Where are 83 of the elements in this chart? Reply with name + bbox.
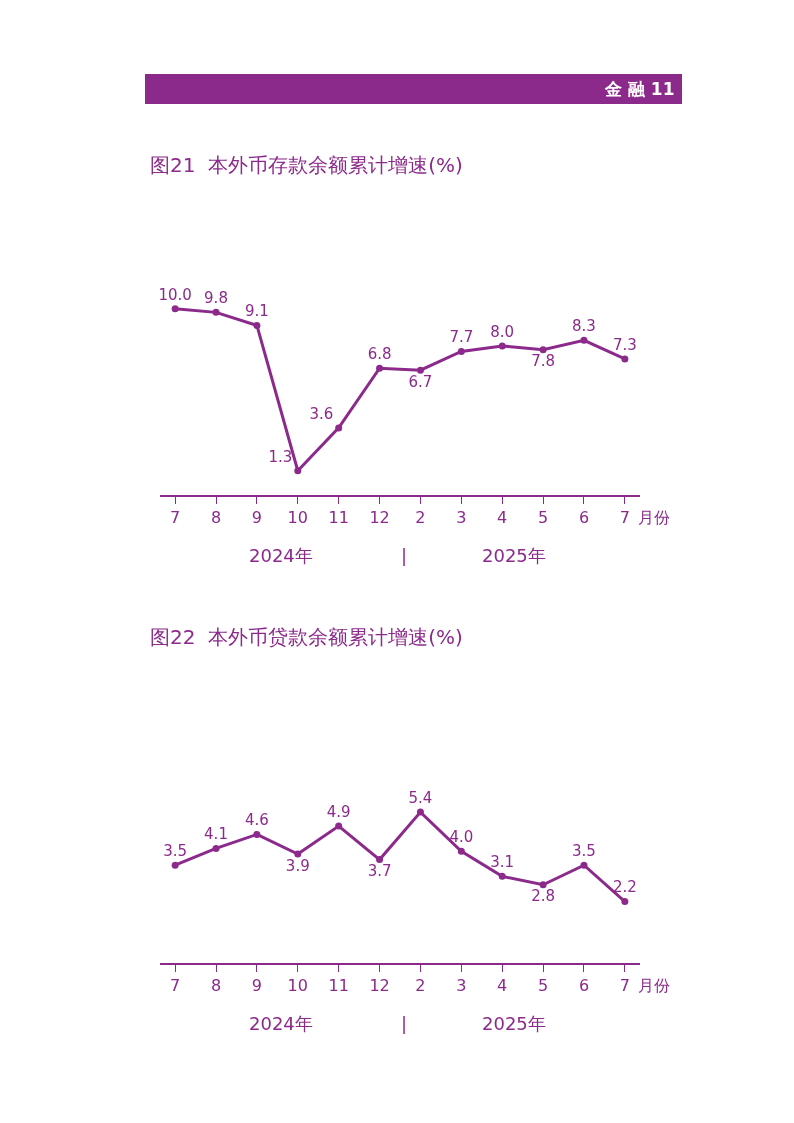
point xyxy=(376,856,384,864)
point xyxy=(253,321,261,329)
data-label: 2.2 xyxy=(612,878,637,897)
x-tick-label: 9 xyxy=(251,975,262,995)
data-label: 3.5 xyxy=(572,842,596,861)
x-tick-label: 3 xyxy=(456,975,467,995)
x-tick-label: 7 xyxy=(619,975,630,995)
point xyxy=(171,305,179,313)
data-label: 4.6 xyxy=(244,811,269,830)
text: 2024年 xyxy=(249,1013,313,1034)
text: | xyxy=(401,1013,408,1034)
point xyxy=(580,861,588,869)
x-axis-title: 月份 xyxy=(638,508,670,527)
point xyxy=(253,830,261,838)
data-label: 3.7 xyxy=(367,862,392,881)
data-label: 7.7 xyxy=(449,328,474,347)
data-label: 7.3 xyxy=(612,335,637,354)
data-label: 3.1 xyxy=(490,853,515,872)
text: | xyxy=(401,545,408,566)
x-tick-label: 5 xyxy=(538,507,549,527)
x-tick-label: 3 xyxy=(456,507,467,527)
x-tick-label: 5 xyxy=(538,975,549,995)
point xyxy=(621,355,629,363)
x-tick-label: 10 xyxy=(287,975,308,995)
point xyxy=(335,424,343,432)
x-tick-label: 10 xyxy=(287,507,308,527)
point xyxy=(498,342,506,350)
point xyxy=(212,844,220,852)
data-label: 5.4 xyxy=(408,788,433,807)
x-tick-label: 11 xyxy=(328,975,349,995)
point xyxy=(498,872,506,880)
data-label: 6.7 xyxy=(408,372,433,391)
x-tick-label: 8 xyxy=(210,975,222,995)
point xyxy=(457,847,465,855)
point xyxy=(621,898,629,906)
point xyxy=(416,366,424,374)
data-label: 3.9 xyxy=(285,856,310,875)
point xyxy=(212,308,220,316)
point xyxy=(539,346,547,354)
x-tick-label: 6 xyxy=(578,975,590,995)
data-label: 3.5 xyxy=(163,842,188,861)
x-axis-title: 月份 xyxy=(638,976,670,995)
x-tick-label: 6 xyxy=(578,507,590,527)
x-tick-label: 7 xyxy=(619,507,630,527)
point xyxy=(294,850,302,858)
data-label: 3.6 xyxy=(309,404,334,423)
data-label: 6.8 xyxy=(367,345,392,364)
data-label: 4.9 xyxy=(326,802,351,821)
chart-title: 图22 本外币贷款余额累计增速(%) xyxy=(150,625,463,649)
text: 2025年 xyxy=(482,545,546,566)
point xyxy=(294,467,302,475)
text: 2024年 xyxy=(249,545,313,566)
x-tick-label: 12 xyxy=(369,507,390,527)
data-label: 1.3 xyxy=(268,447,293,466)
point xyxy=(335,822,343,830)
point xyxy=(376,364,384,372)
chart-title: 图21 本外币存款余额累计增速(%) xyxy=(150,153,463,177)
point xyxy=(416,808,424,816)
x-tick-label: 9 xyxy=(251,507,262,527)
x-tick-label: 2 xyxy=(415,507,426,527)
data-label: 7.8 xyxy=(531,352,556,371)
x-tick-label: 8 xyxy=(210,507,222,527)
point xyxy=(580,336,588,344)
data-label: 4.1 xyxy=(204,825,228,844)
x-tick-label: 11 xyxy=(328,507,349,527)
data-label: 8.3 xyxy=(572,317,596,336)
x-tick-label: 2 xyxy=(415,975,426,995)
data-label: 2.8 xyxy=(531,887,556,906)
data-label: 8.0 xyxy=(490,322,515,341)
text: 2025年 xyxy=(482,1013,546,1034)
x-tick-label: 4 xyxy=(497,507,508,527)
data-label: 10.0 xyxy=(158,285,192,304)
data-label: 9.8 xyxy=(204,289,228,308)
point xyxy=(171,861,179,869)
text: 金 融 11 xyxy=(604,79,675,99)
data-label: 4.0 xyxy=(449,828,474,847)
point xyxy=(457,348,465,355)
x-tick-label: 12 xyxy=(369,975,390,995)
x-tick-label: 7 xyxy=(170,507,181,527)
data-label: 9.1 xyxy=(244,302,269,321)
x-tick-label: 7 xyxy=(170,975,181,995)
point xyxy=(539,881,547,889)
x-tick-label: 4 xyxy=(497,975,508,995)
